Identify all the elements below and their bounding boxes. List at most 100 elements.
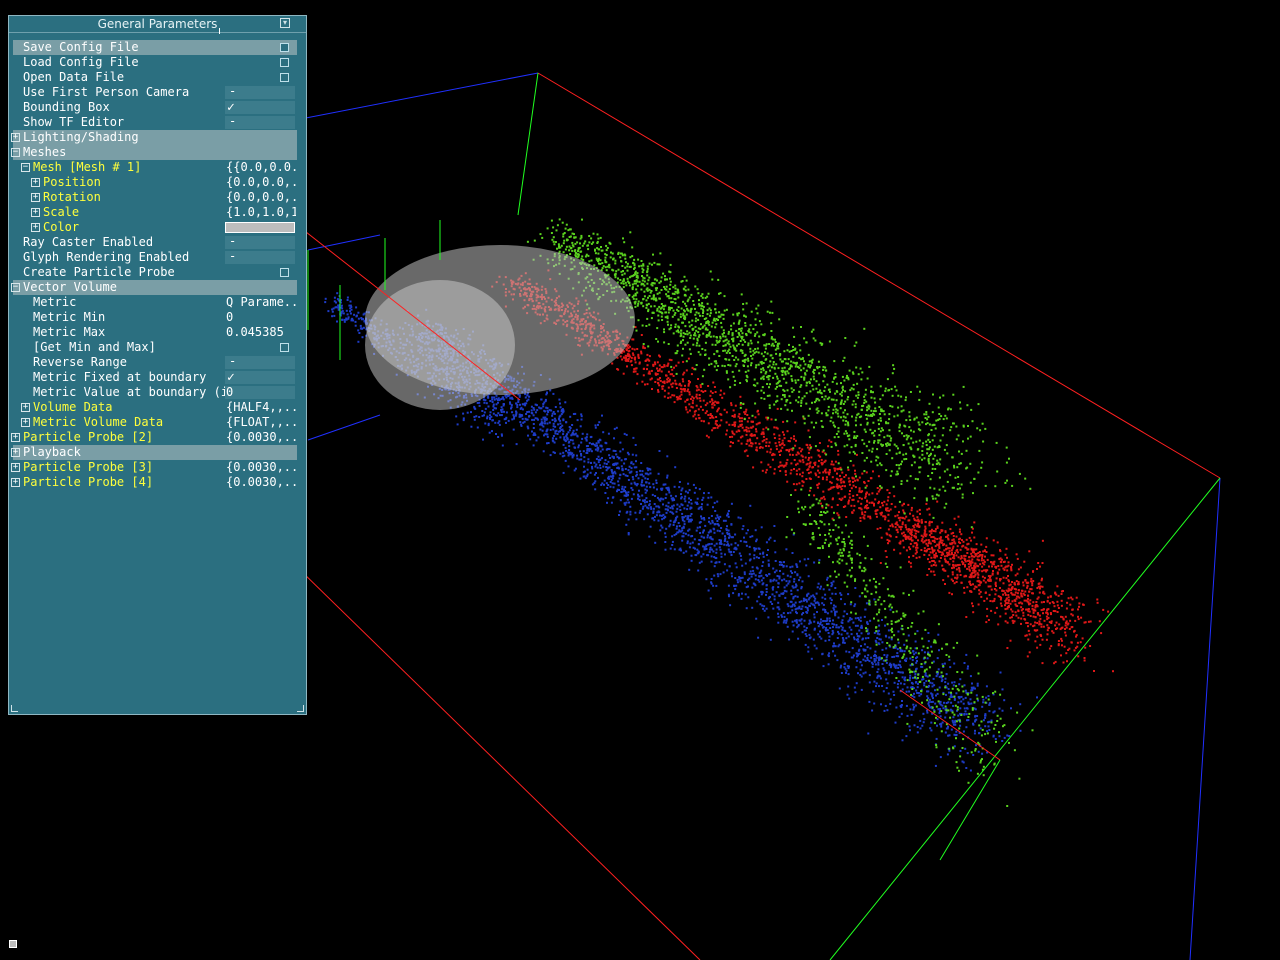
param-label: Scale	[43, 205, 80, 219]
expand-icon[interactable]: +	[31, 222, 40, 232]
checkbox[interactable]	[225, 371, 295, 384]
window-corner-icon[interactable]	[9, 940, 17, 948]
param-row[interactable]: Load Config File	[13, 55, 297, 70]
param-label: Position	[43, 175, 101, 189]
param-row[interactable]: Open Data File	[13, 70, 297, 85]
param-value[interactable]: {{0.0,0.0...	[226, 160, 296, 174]
expand-icon[interactable]: +	[21, 417, 30, 427]
param-label: Metric Max	[33, 325, 106, 339]
checkbox[interactable]	[225, 116, 295, 129]
param-value[interactable]: {0.0030,...	[226, 430, 296, 444]
param-row[interactable]: Metric Q Parame...	[13, 295, 297, 310]
param-row[interactable]: Metric Max 0.045385	[13, 325, 297, 340]
param-row[interactable]: Bounding Box ✓	[13, 100, 297, 115]
checkbox[interactable]	[225, 236, 295, 249]
param-value[interactable]: {1.0,1.0,1...	[226, 205, 296, 219]
expand-icon[interactable]: +	[21, 402, 30, 412]
param-label: Meshes	[23, 145, 67, 159]
bbox-edge	[829, 477, 1221, 960]
param-row[interactable]: + Lighting/Shading	[11, 130, 297, 145]
param-row[interactable]: −Mesh [Mesh # 1] {{0.0,0.0...	[13, 160, 297, 175]
param-label: Show TF Editor	[23, 115, 125, 129]
param-label: Metric Fixed at boundary	[33, 370, 207, 384]
action-button[interactable]	[280, 43, 289, 52]
param-row[interactable]: − Meshes	[11, 145, 297, 160]
action-button[interactable]	[280, 268, 289, 277]
param-label: Open Data File	[23, 70, 125, 84]
unchecked-icon: -	[229, 354, 237, 368]
param-value[interactable]: {0.0030,...	[226, 460, 296, 474]
checkbox[interactable]	[225, 101, 295, 114]
action-button[interactable]	[280, 58, 289, 67]
checkmark-icon: ✓	[227, 100, 235, 115]
param-row[interactable]: Glyph Rendering Enabled -	[13, 249, 297, 265]
unchecked-icon: -	[229, 84, 237, 98]
bbox-edge	[1189, 477, 1221, 960]
expand-icon[interactable]: +	[11, 132, 20, 142]
param-label: Color	[43, 220, 80, 234]
checkbox[interactable]	[225, 251, 295, 264]
expand-icon[interactable]: +	[11, 447, 20, 457]
param-value[interactable]: Q Parame...	[226, 295, 296, 309]
color-swatch[interactable]	[225, 222, 295, 233]
param-row[interactable]: Metric Value at boundary (if .. 0	[13, 385, 297, 400]
param-row[interactable]: +Particle Probe [2] {0.0030,...	[11, 430, 297, 445]
expand-icon[interactable]: +	[11, 432, 20, 442]
collapse-icon[interactable]: −	[21, 162, 30, 172]
expand-icon[interactable]: +	[11, 477, 20, 487]
panel-title-bar[interactable]: General Parameters ▾	[9, 16, 306, 34]
param-row[interactable]: Ray Caster Enabled -	[13, 234, 297, 250]
param-row[interactable]: Metric Min 0	[13, 310, 297, 325]
param-label: Ray Caster Enabled	[23, 235, 154, 249]
param-row[interactable]: + Color	[13, 220, 297, 235]
param-row[interactable]: +Particle Probe [3] {0.0030,...	[11, 460, 297, 475]
param-value[interactable]: 0	[226, 385, 234, 399]
param-value[interactable]: 0	[226, 310, 234, 324]
param-row[interactable]: [Get Min and Max]	[13, 340, 297, 355]
param-value[interactable]: {HALF4,,...	[226, 400, 296, 414]
resize-handle-icon[interactable]	[11, 705, 18, 712]
param-label: Particle Probe [3]	[23, 460, 154, 474]
resize-handle-icon[interactable]	[297, 705, 304, 712]
collapse-icon[interactable]: −	[11, 282, 20, 292]
param-row[interactable]: Metric Fixed at boundary ✓	[13, 370, 297, 385]
minimize-icon[interactable]: ▾	[280, 18, 290, 28]
param-row[interactable]: +Particle Probe [4] {0.0030,...	[11, 475, 297, 490]
param-row[interactable]: Reverse Range -	[13, 354, 297, 370]
param-row[interactable]: +Position {0.0,0.0,...	[13, 175, 297, 190]
param-row[interactable]: Create Particle Probe	[13, 265, 297, 280]
bbox-edge	[307, 414, 381, 441]
param-value[interactable]: {0.0,0.0,...	[226, 190, 296, 204]
expand-icon[interactable]: +	[11, 462, 20, 472]
param-label: Metric Volume Data	[33, 415, 164, 429]
param-row[interactable]: +Scale {1.0,1.0,1...	[13, 205, 297, 220]
checkbox[interactable]	[225, 86, 295, 99]
param-row[interactable]: +Metric Volume Data {FLOAT,,...	[13, 415, 297, 430]
param-row[interactable]: + Playback	[11, 445, 297, 460]
action-button[interactable]	[280, 343, 289, 352]
param-row[interactable]: +Volume Data {HALF4,,...	[13, 400, 297, 415]
checkbox[interactable]	[225, 356, 295, 369]
param-row[interactable]: +Rotation {0.0,0.0,...	[13, 190, 297, 205]
param-row[interactable]: Show TF Editor -	[13, 114, 297, 130]
param-row[interactable]: − Vector Volume	[11, 280, 297, 295]
value-box[interactable]	[225, 386, 295, 399]
general-parameters-panel[interactable]: General Parameters ▾ Save Config File Loa…	[8, 15, 307, 715]
collapse-icon[interactable]: −	[11, 147, 20, 157]
param-value[interactable]: {FLOAT,,...	[226, 415, 296, 429]
expand-icon[interactable]: +	[31, 192, 40, 202]
param-value[interactable]: {0.0030,...	[226, 475, 296, 489]
title-tick	[219, 28, 220, 34]
param-value[interactable]: {0.0,0.0,...	[226, 175, 296, 189]
param-value[interactable]: 0.045385	[226, 325, 284, 339]
param-row[interactable]: Use First Person Camera -	[13, 84, 297, 100]
param-label: Metric Value at boundary (if ..	[33, 385, 257, 399]
expand-icon[interactable]: +	[31, 207, 40, 217]
checkmark-icon: ✓	[227, 370, 235, 385]
expand-icon[interactable]: +	[31, 177, 40, 187]
unchecked-icon: -	[229, 234, 237, 248]
mesh-cylinder-cap	[365, 280, 515, 410]
action-button[interactable]	[280, 73, 289, 82]
param-label: Particle Probe [4]	[23, 475, 154, 489]
param-row[interactable]: Save Config File	[13, 40, 297, 55]
